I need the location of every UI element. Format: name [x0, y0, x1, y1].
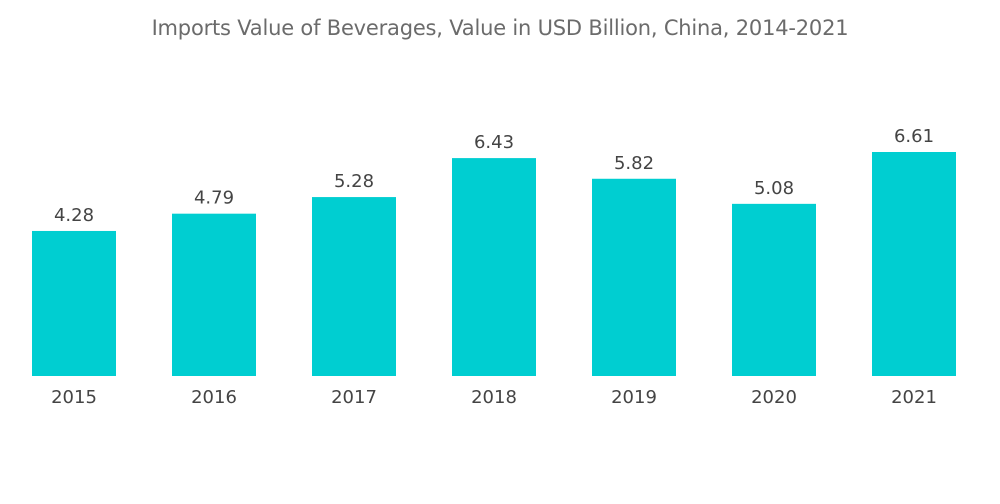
chart-title: Imports Value of Beverages, Value in USD… [151, 16, 849, 40]
bar-2020 [732, 203, 816, 376]
value-label-2020: 5.08 [754, 178, 794, 199]
bars-group [32, 152, 956, 376]
value-labels-group: 4.28 4.79 5.28 6.43 5.82 5.08 6.61 [54, 126, 934, 226]
x-tick-label-2021: 2021 [891, 387, 937, 408]
bar-2019 [592, 178, 676, 376]
bar-2021 [872, 152, 956, 376]
x-tick-label-2015: 2015 [51, 387, 97, 408]
x-tick-label-2017: 2017 [331, 387, 377, 408]
x-tick-label-2019: 2019 [611, 387, 657, 408]
value-label-2016: 4.79 [194, 188, 234, 209]
value-label-2018: 6.43 [474, 132, 514, 153]
value-label-2019: 5.82 [614, 153, 654, 174]
x-tick-label-2018: 2018 [471, 387, 517, 408]
bar-2018 [452, 158, 536, 376]
bar-2015 [32, 230, 116, 376]
bar-2017 [312, 197, 396, 376]
x-tick-label-2020: 2020 [751, 387, 797, 408]
value-label-2017: 5.28 [334, 171, 374, 192]
x-tick-label-2016: 2016 [191, 387, 237, 408]
value-label-2021: 6.61 [894, 126, 934, 147]
bar-2016 [172, 213, 256, 376]
value-label-2015: 4.28 [54, 205, 94, 226]
x-tick-labels-group: 2015 2016 2017 2018 2019 2020 2021 [51, 387, 937, 408]
